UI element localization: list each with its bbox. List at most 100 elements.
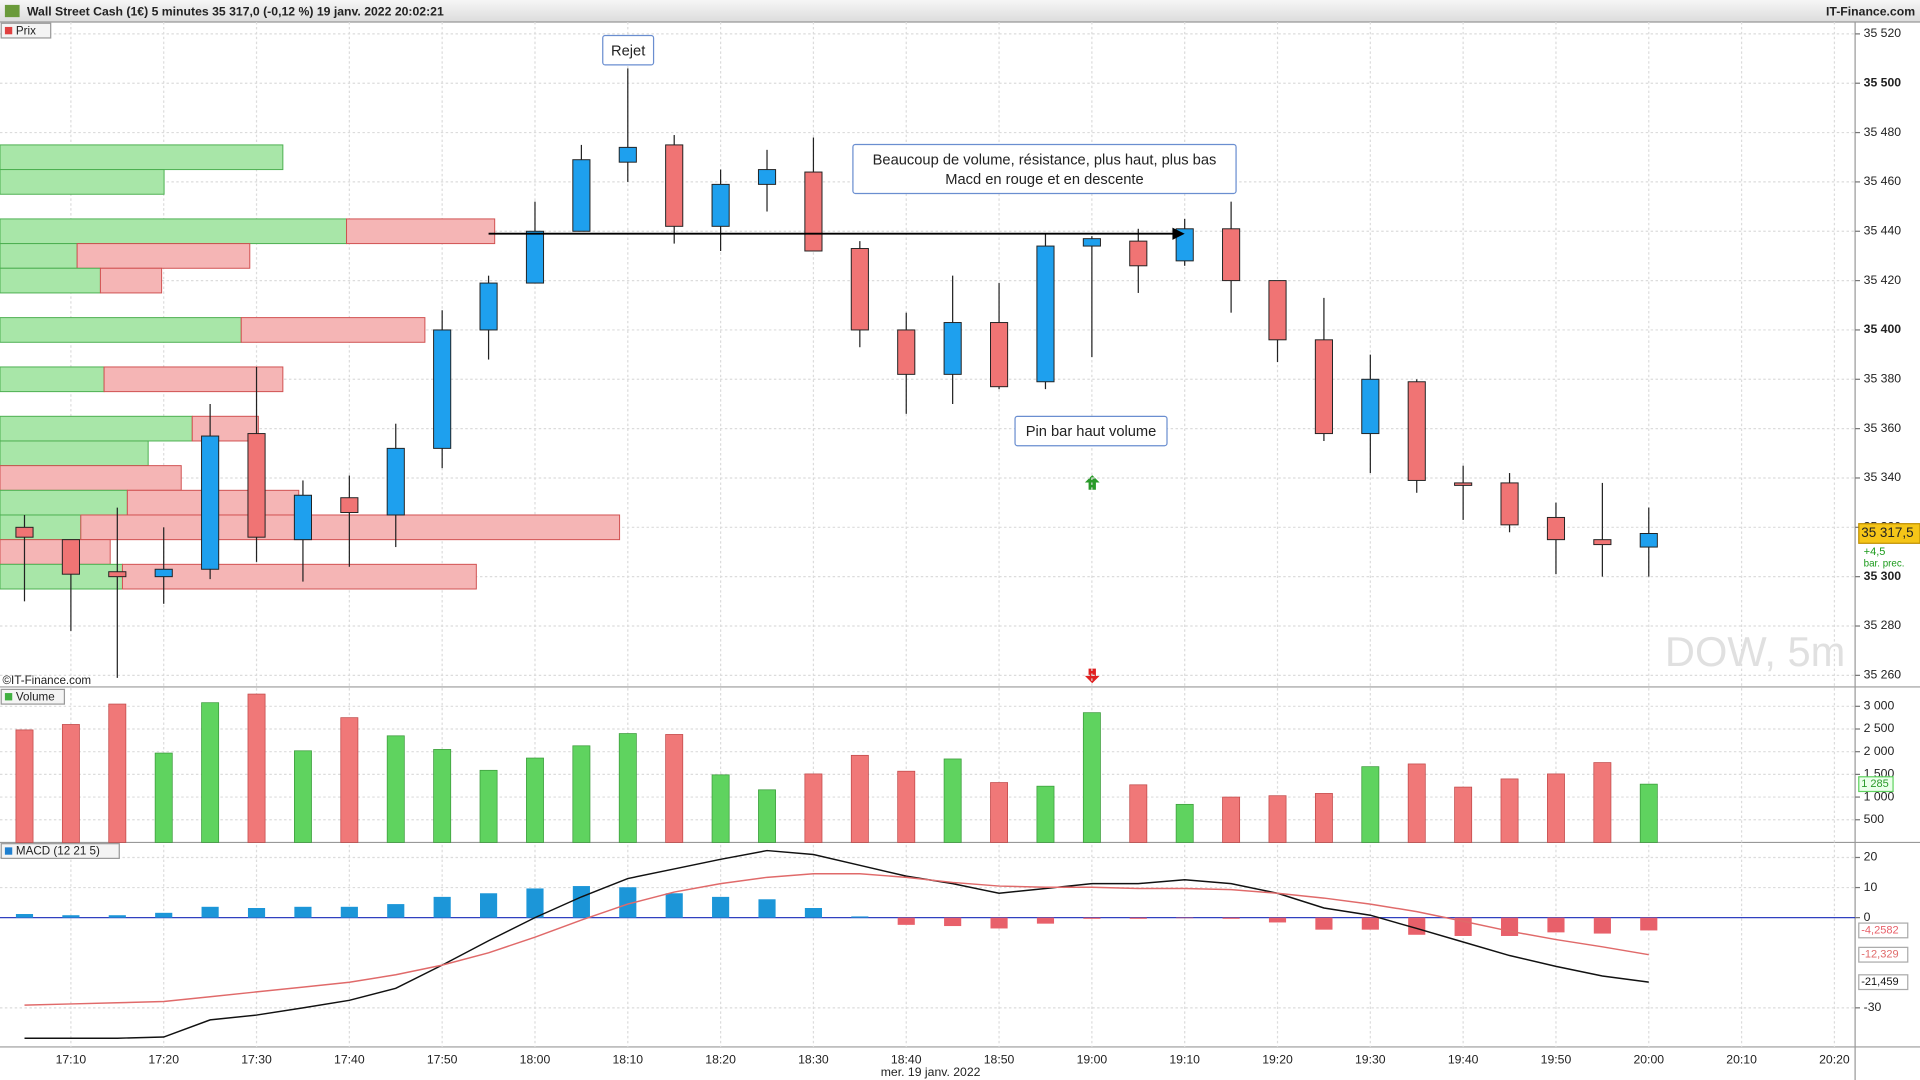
profile-buy [0, 243, 78, 269]
profile-buy [0, 366, 105, 393]
annotation-text: Macd en rouge et en descente [945, 172, 1143, 188]
candle-body [1129, 240, 1148, 267]
x-tick-label: 17:30 [241, 1053, 272, 1067]
volume-bar [247, 693, 266, 843]
profile-sell [240, 317, 426, 343]
volume-bar [804, 773, 823, 843]
y-tick-label: 35 520 [1864, 26, 1902, 40]
x-tick-label: 18:00 [520, 1053, 551, 1067]
histogram-bar [1500, 917, 1519, 936]
histogram-bar [1129, 917, 1147, 919]
volume-bar [1175, 803, 1194, 843]
histogram-bar [201, 906, 219, 918]
profile-buy [0, 489, 128, 516]
histogram-bar [340, 906, 358, 918]
y-tick-label: 35 460 [1864, 174, 1902, 188]
candle-body [340, 497, 359, 514]
y-tick-label: 10 [1864, 880, 1878, 894]
volume-bar [61, 724, 80, 843]
profile-sell [346, 218, 496, 245]
volume-bar [618, 733, 637, 843]
histogram-bar [1593, 917, 1611, 934]
y-tick-label: 35 480 [1864, 125, 1902, 139]
volume-bar [15, 729, 34, 843]
candle-body [1407, 381, 1426, 481]
y-tick-label: 20 [1864, 850, 1878, 864]
histogram-bar [897, 917, 915, 925]
volume-bar [293, 750, 312, 843]
volume-bar [479, 769, 498, 843]
volume-bar [1500, 778, 1519, 843]
panel-tag-icon [4, 693, 13, 701]
volume-bar [1361, 766, 1380, 843]
y-tick-label: 3 000 [1864, 699, 1895, 713]
histogram-bar [526, 888, 544, 918]
candle-body [990, 322, 1009, 388]
header-title: Wall Street Cash (1€) 5 minutes 35 317,0… [27, 4, 444, 18]
header-icon [4, 4, 20, 18]
value-label: 1 285 [1861, 778, 1889, 790]
candle-body [61, 539, 80, 575]
x-axis-label: mer. 19 janv. 2022 [881, 1065, 981, 1079]
y-tick-label: 35 420 [1864, 273, 1902, 287]
profile-buy [0, 218, 348, 245]
macd-line [24, 849, 1649, 1039]
annotation-box [1014, 415, 1168, 447]
value-label-box [1858, 946, 1909, 963]
volume-bar [1036, 785, 1055, 843]
volume-bar [1222, 796, 1241, 843]
y-tick-label: 35 260 [1864, 668, 1902, 682]
panel-tag [0, 688, 66, 705]
annotation-box [602, 34, 655, 66]
candle-body [850, 248, 869, 331]
y-tick-label: 35 440 [1864, 223, 1902, 237]
candle-body [665, 144, 684, 227]
histogram-bar [1083, 917, 1101, 919]
y-tick-label: 35 380 [1864, 372, 1902, 386]
x-tick-label: 19:20 [1262, 1053, 1293, 1067]
volume-bar [850, 754, 869, 843]
volume-bar [665, 734, 684, 843]
value-label: -12,329 [1861, 949, 1898, 961]
volume-bar [201, 702, 220, 843]
candle-body [1593, 539, 1612, 546]
histogram-bar [990, 917, 1008, 929]
profile-buy [0, 144, 284, 171]
profile-buy [0, 563, 123, 590]
profile-sell [80, 514, 621, 541]
copyright: ©IT-Finance.com [2, 674, 91, 687]
panel-tag-label: Volume [16, 690, 55, 703]
annotation-text: Beaucoup de volume, résistance, plus hau… [873, 152, 1217, 168]
y-tick-label: 35 340 [1864, 470, 1902, 484]
x-tick-label: 17:20 [148, 1053, 179, 1067]
histogram-bar [1268, 917, 1287, 923]
histogram-bar [1222, 917, 1240, 919]
volume-bar [386, 735, 405, 843]
annotation-text: Pin bar haut volume [1026, 424, 1157, 440]
panel-tag [0, 22, 52, 39]
y-tick-label: 500 [1864, 812, 1885, 826]
histogram-bar [804, 908, 822, 918]
candle-body [572, 159, 591, 232]
x-tick-label: 19:50 [1541, 1053, 1572, 1067]
change-label: +4,5 [1864, 546, 1886, 558]
candle-body [15, 526, 34, 538]
histogram-bar [433, 896, 451, 918]
profile-buy [0, 514, 82, 541]
histogram-bar [62, 915, 80, 918]
volume-bar [154, 752, 173, 843]
candle-body [247, 433, 266, 538]
volume-bar [1547, 773, 1565, 843]
histogram-bar [1361, 917, 1379, 930]
candle-body [525, 230, 545, 284]
candle-body [201, 435, 220, 570]
x-tick-label: 17:10 [56, 1053, 87, 1067]
y-tick-label: 1 000 [1864, 789, 1895, 803]
histogram-bar [15, 914, 34, 918]
header-brand: IT-Finance.com [1826, 4, 1915, 18]
histogram-bar [480, 893, 498, 918]
profile-buy [0, 440, 149, 467]
candle-body [1500, 482, 1519, 526]
annotation-box [852, 143, 1237, 195]
